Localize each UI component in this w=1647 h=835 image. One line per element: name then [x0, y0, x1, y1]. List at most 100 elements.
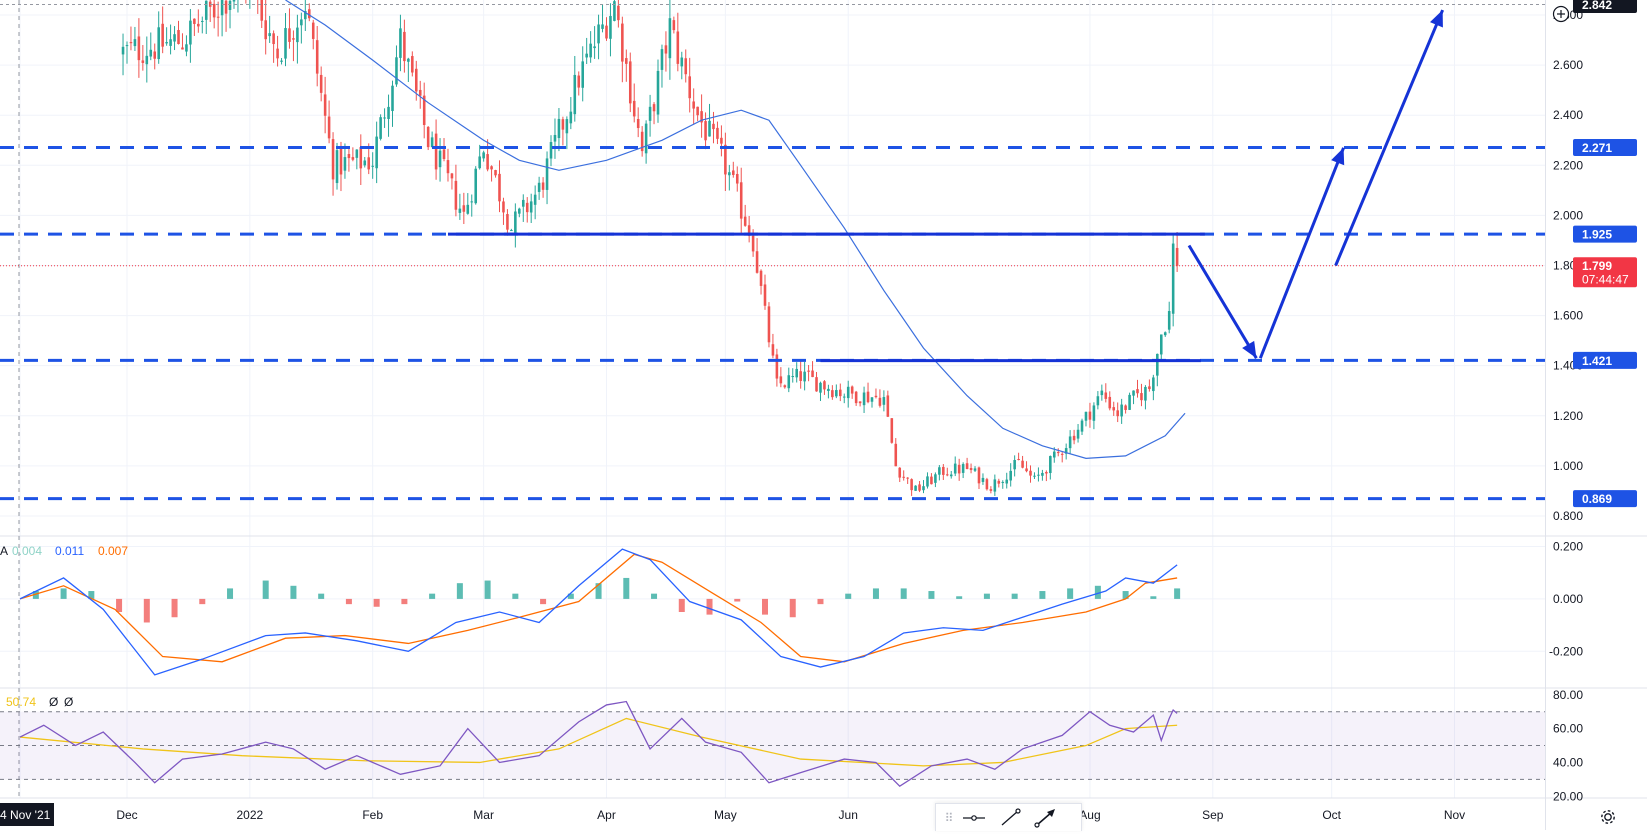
- candle-body: [315, 40, 319, 74]
- candle-body: [541, 182, 545, 190]
- candle-body: [446, 160, 450, 174]
- candle-body: [1037, 474, 1040, 476]
- candle-body: [307, 9, 311, 19]
- candle-body: [161, 23, 164, 47]
- macd-legend-prefix: A: [0, 544, 8, 558]
- price-tick-label: 2.000: [1553, 208, 1583, 222]
- time-axis: 4 Nov '21 Dec 2022 Feb Mar Apr May Jun Aug Sep Oct…: [0, 803, 1465, 826]
- candle-body: [371, 165, 374, 167]
- candle-body: [292, 38, 295, 40]
- macd-histogram-bar: [290, 585, 297, 599]
- candle-body: [1096, 396, 1100, 406]
- grip-icon[interactable]: ⠿: [944, 810, 954, 825]
- candle-body: [300, 19, 303, 26]
- arrow-tool-icon[interactable]: [1028, 806, 1064, 830]
- trend-line-tool-icon[interactable]: [992, 806, 1028, 830]
- candle-body: [1108, 396, 1112, 409]
- macd-legend-value: 0.011: [55, 544, 84, 558]
- candle-body: [811, 370, 814, 378]
- candle-body: [506, 214, 509, 230]
- candle-body: [910, 479, 913, 491]
- candle-body: [486, 154, 489, 170]
- candle-body: [827, 388, 830, 391]
- price-badge-value: 1.799: [1582, 259, 1612, 273]
- macd-histogram-bar: [401, 598, 408, 605]
- candle-body: [379, 117, 382, 139]
- candle-body: [577, 75, 581, 88]
- candle-body: [193, 18, 196, 24]
- candle-body: [831, 390, 834, 398]
- macd-histogram-bar: [88, 591, 95, 599]
- candle-body: [589, 43, 592, 58]
- candle-body: [605, 25, 608, 39]
- rsi-legend-value: Ø: [49, 695, 58, 709]
- candle-body: [648, 106, 652, 121]
- candle-body: [228, 0, 232, 10]
- candle-body: [807, 370, 810, 372]
- candle-body: [1092, 405, 1096, 421]
- candle-body: [1128, 394, 1131, 410]
- candle-body: [280, 60, 283, 62]
- candle-body: [561, 119, 565, 130]
- candle-body: [407, 58, 410, 62]
- macd-line: [19, 548, 1178, 676]
- candle-body: [942, 466, 945, 475]
- candle-body: [886, 395, 890, 417]
- candle-body: [268, 33, 271, 37]
- candle-body: [510, 230, 513, 232]
- candle-body: [288, 28, 291, 42]
- candle-body: [1025, 468, 1028, 472]
- candle-body: [862, 392, 866, 406]
- settings-gear-icon[interactable]: [1597, 806, 1619, 828]
- candle-body: [870, 397, 874, 402]
- candle-body: [704, 121, 707, 141]
- candle-body: [418, 89, 422, 96]
- candle-body: [696, 106, 699, 116]
- macd-histogram-bar: [512, 593, 519, 599]
- price-badge-bg: [1573, 0, 1637, 14]
- macd-histogram-bar: [1174, 588, 1181, 599]
- candle-body: [533, 194, 537, 205]
- candle-body: [189, 20, 192, 45]
- candle-body: [755, 251, 759, 273]
- candle-body: [601, 24, 604, 29]
- candle-body: [565, 119, 569, 134]
- candle-body: [145, 55, 149, 65]
- candle-body: [137, 36, 141, 61]
- candle-body: [775, 354, 779, 379]
- arrow-head: [1331, 147, 1345, 166]
- macd-histogram-bar: [32, 591, 39, 599]
- rsi-line: [19, 700, 1178, 787]
- candle-body: [926, 476, 929, 487]
- arrow-head: [1429, 10, 1443, 28]
- price-badge-bg: [1573, 139, 1637, 157]
- add-alert-plus-icon[interactable]: [1552, 5, 1570, 23]
- candle-body: [597, 24, 600, 44]
- candle-body: [442, 149, 446, 159]
- candle-body: [684, 58, 688, 75]
- price-tick-label: 1.200: [1553, 409, 1583, 423]
- candle-body: [1064, 448, 1068, 454]
- candle-body: [1009, 470, 1012, 481]
- arrow-head: [1242, 340, 1257, 359]
- candle-body: [399, 28, 402, 58]
- price-tick-label: 2.600: [1553, 58, 1583, 72]
- candle-body: [957, 464, 961, 474]
- candle-body: [498, 173, 501, 202]
- candle-body: [1136, 389, 1139, 394]
- candle-body: [319, 74, 323, 93]
- candle-body: [553, 134, 557, 142]
- rsi-tick-label: 80.00: [1553, 688, 1583, 702]
- macd-histogram-bar: [1067, 588, 1074, 599]
- candle-body: [141, 60, 145, 63]
- candle-body: [969, 468, 973, 471]
- candle-body: [953, 463, 957, 474]
- horizontal-ray-tool-icon[interactable]: [956, 806, 992, 830]
- level-price-badge: 1.421: [1573, 351, 1637, 369]
- macd-histogram-bar: [1150, 596, 1157, 599]
- candle-body: [724, 144, 727, 175]
- candle-body: [1080, 420, 1084, 432]
